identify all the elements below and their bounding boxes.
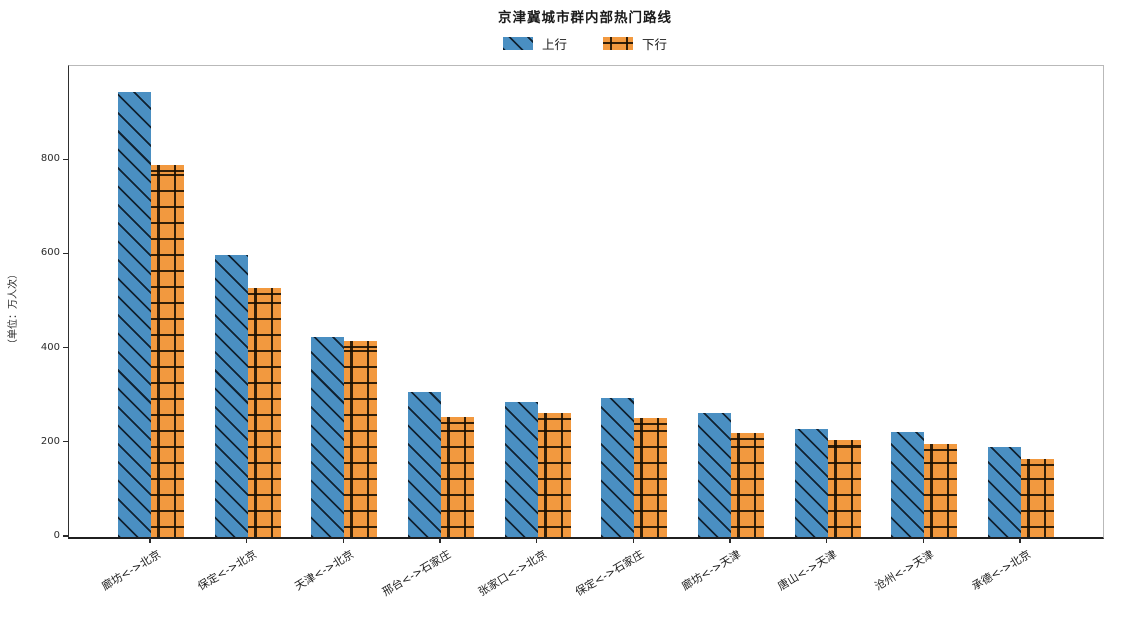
x-tick-mark (632, 538, 635, 543)
x-tick-mark (245, 538, 248, 543)
bar (151, 165, 184, 537)
bar (504, 401, 538, 537)
bar (344, 340, 378, 537)
y-tick-mark (63, 441, 68, 443)
bar (1021, 458, 1054, 537)
x-tick-mark (729, 538, 731, 543)
x-tick-mark (825, 538, 828, 543)
x-tick-label: 天津<->北京 (292, 547, 357, 594)
x-tick-mark (1019, 538, 1021, 543)
legend-label-upbound: 上行 (541, 37, 567, 52)
legend-item-downbound: 下行 (603, 34, 667, 53)
x-tick-label: 廊坊<->天津 (679, 547, 743, 594)
x-tick-label: 沧州<->天津 (872, 547, 937, 594)
bar (891, 431, 925, 537)
legend: 上行 下行 (68, 34, 1102, 53)
bar (601, 397, 635, 537)
bar (537, 412, 571, 537)
legend-item-upbound: 上行 (502, 34, 567, 53)
x-tick-mark (439, 538, 441, 543)
x-tick-label: 保定<->北京 (195, 547, 260, 594)
x-tick-mark (922, 538, 925, 543)
bar (924, 443, 958, 537)
x-tick-label: 保定<->石家庄 (573, 547, 647, 599)
y-tick-mark (63, 346, 68, 349)
y-tick-mark (63, 252, 68, 255)
bar (441, 416, 474, 537)
y-tick-label: 200 (40, 435, 60, 447)
bar (408, 391, 441, 537)
legend-swatch-upbound-icon (502, 37, 533, 50)
y-tick-mark (63, 158, 68, 160)
x-tick-mark (535, 538, 538, 543)
bar (731, 432, 764, 537)
x-tick-label: 张家口<->北京 (476, 547, 550, 599)
y-axis-label: （单位：万人次） (8, 269, 19, 349)
bar (988, 447, 1021, 537)
y-tick-label: 0 (53, 530, 60, 541)
legend-label-downbound: 下行 (642, 37, 668, 52)
bar (247, 288, 281, 537)
y-tick-mark (63, 535, 68, 537)
x-tick-label: 邢台<->石家庄 (379, 547, 453, 599)
bar (794, 428, 828, 537)
x-tick-label: 承德<->北京 (969, 547, 1033, 594)
bar (214, 255, 248, 537)
x-tick-label: 唐山<->天津 (775, 547, 840, 594)
plot-area (68, 65, 1104, 539)
y-tick-label: 400 (40, 341, 60, 353)
legend-swatch-downbound-icon (603, 37, 633, 50)
y-tick-label: 600 (40, 247, 60, 259)
bar (698, 412, 731, 537)
bar (827, 439, 861, 537)
bar (634, 417, 668, 537)
y-tick-label: 800 (40, 153, 60, 165)
x-tick-mark (149, 538, 151, 543)
bar (311, 336, 345, 537)
x-tick-label: 廊坊<->北京 (99, 547, 163, 594)
bar (118, 92, 151, 537)
chart-title: 京津冀城市群内部热门路线 (498, 10, 672, 26)
x-tick-mark (342, 538, 345, 543)
